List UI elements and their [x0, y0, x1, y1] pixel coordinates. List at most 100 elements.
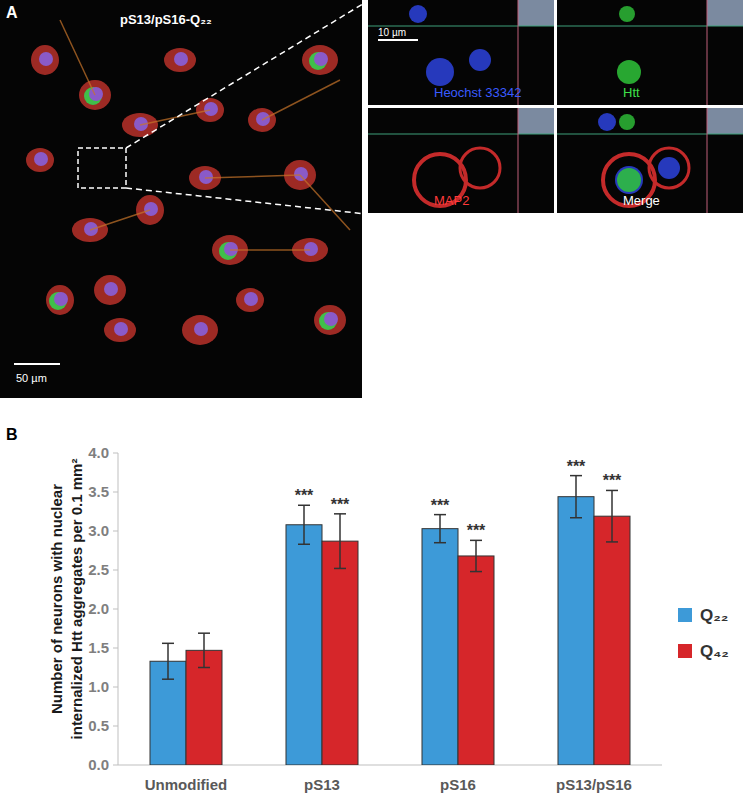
error-cap [570, 475, 582, 477]
nucleus [244, 292, 258, 306]
crosshair [557, 26, 743, 27]
significance: *** [567, 458, 586, 475]
stain [460, 148, 500, 188]
bar [286, 525, 322, 765]
stain [619, 114, 635, 130]
channel-label: MAP2 [434, 193, 469, 208]
y-tick [113, 648, 118, 649]
error-cap [606, 490, 618, 492]
nucleus [114, 322, 128, 336]
crosshair [368, 134, 554, 135]
error-cap [470, 540, 482, 542]
x-tick-label: pS16 [440, 776, 476, 793]
error-bar [162, 643, 174, 679]
crosshair [518, 108, 519, 213]
error-cap [198, 667, 210, 669]
channel-label: Merge [623, 193, 660, 208]
error-cap [434, 542, 446, 544]
x-tick-label: Unmodified [145, 776, 228, 793]
nucleus [294, 167, 308, 181]
y-tick [113, 570, 118, 571]
y-tick-label: 2.0 [88, 600, 109, 617]
error-cap [198, 632, 210, 634]
cytoplasm [26, 148, 54, 172]
nucleus [104, 282, 118, 296]
stain [615, 166, 643, 194]
error-cap [606, 541, 618, 543]
stain [658, 157, 680, 179]
neurite [90, 210, 150, 230]
y-tick [113, 531, 118, 532]
neurite [230, 249, 310, 251]
error-bar [434, 515, 446, 543]
cell [302, 45, 338, 75]
error-bar [334, 514, 346, 569]
cell [104, 318, 136, 342]
significance: *** [603, 472, 622, 489]
y-tick-label: 0.0 [88, 756, 109, 773]
error-line [611, 490, 613, 541]
cytoplasm [302, 45, 338, 75]
nucleus [194, 322, 208, 336]
bar [458, 556, 494, 765]
error-cap [162, 678, 174, 680]
x-tick-label: pS13/pS16 [556, 776, 632, 793]
scale-bar-label: 50 µm [16, 372, 47, 384]
error-bar [570, 476, 582, 518]
inset-corner [707, 0, 743, 26]
y-tick [113, 726, 118, 727]
x-tick-label: pS13 [304, 776, 340, 793]
crosshair [557, 134, 743, 135]
significance: *** [295, 487, 314, 504]
htt-signal [319, 312, 337, 330]
significance: *** [431, 497, 450, 514]
inset: Heochst 3334210 µm [368, 0, 554, 105]
cell [182, 315, 218, 345]
inset-corner [518, 0, 554, 26]
nucleus [174, 52, 188, 66]
stain [649, 148, 689, 188]
cytoplasm [31, 45, 59, 75]
htt-signal [49, 292, 67, 310]
inset: Merge [557, 108, 743, 213]
error-cap [162, 643, 174, 645]
error-cap [334, 568, 346, 570]
nucleus [324, 312, 338, 326]
neurite [205, 175, 300, 178]
scale-bar [14, 363, 60, 365]
legend-swatch [678, 644, 692, 658]
error-bar [470, 540, 482, 571]
nucleus [89, 87, 103, 101]
channel-label: Htt [623, 85, 640, 100]
stain [409, 5, 427, 23]
bar-annotations: ****************** [295, 458, 622, 540]
nucleus [204, 102, 218, 116]
y-axis-label: Number of neurons with nuclear [48, 484, 65, 714]
y-tick-label: 3.0 [88, 522, 109, 539]
htt-signal [219, 242, 237, 260]
neurite [140, 110, 210, 125]
y-tick [113, 687, 118, 688]
stain [617, 60, 641, 84]
channel-label: Heochst 33342 [434, 85, 521, 100]
bar [422, 529, 458, 765]
panel-label: A [6, 4, 18, 21]
crosshair [707, 0, 708, 105]
stain [617, 168, 641, 192]
error-cap [334, 513, 346, 515]
error-bar [198, 633, 210, 667]
image-title: pS13/pS16-Q₂₂ [120, 12, 212, 27]
y-tick-label: 1.0 [88, 678, 109, 695]
inset: Htt [557, 0, 743, 105]
nucleus [224, 242, 238, 256]
cell [164, 48, 196, 72]
inset-corner [518, 108, 554, 134]
bar [594, 516, 630, 765]
neurite [300, 175, 350, 230]
zoom-line [126, 188, 366, 214]
error-bar [606, 490, 618, 541]
y-tick [113, 609, 118, 610]
error-cap [434, 514, 446, 516]
bar [186, 650, 222, 765]
error-line [575, 476, 577, 518]
